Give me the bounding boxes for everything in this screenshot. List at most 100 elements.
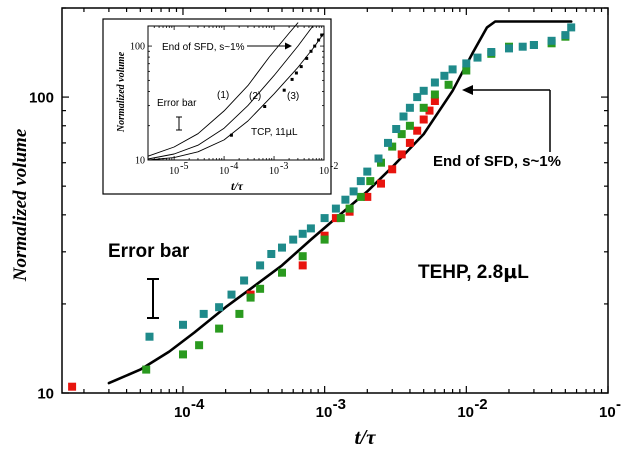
inset-plot-marks (147, 22, 325, 161)
inset-end-sfd-arrow (247, 42, 292, 50)
inset-series-0-line (147, 22, 299, 157)
main-x-tick-label: 10 (316, 404, 333, 421)
main-x-axis-label: t/τ (355, 425, 377, 449)
inset-x-tick-label: 10 (269, 166, 279, 177)
inset-series-1-line (147, 25, 314, 160)
inset-series-3-point (317, 38, 321, 42)
inset-series-3-point (299, 65, 303, 69)
main-series-3-point (430, 78, 439, 87)
main-series-2-point (298, 252, 307, 261)
main-series-2-point (419, 103, 428, 112)
main-series-3-point (419, 86, 428, 95)
inset-curve-label-3: (3) (287, 91, 299, 102)
main-series-3-point (306, 224, 315, 233)
main-series-2-point (345, 204, 354, 213)
main-x-tick-exponent: -1 (616, 396, 621, 413)
main-y-tick-label: 10 (37, 385, 54, 402)
inset-series-3-point (263, 105, 267, 108)
inset-curve-label-1: (1) (217, 90, 229, 101)
main-end-sfd-arrow (462, 85, 551, 152)
inset-series-3-point (320, 33, 324, 37)
main-error-bar (147, 278, 159, 319)
main-y-tick-labels: 10 100 (29, 89, 54, 402)
main-series-3-point (215, 303, 224, 312)
main-series-2-point (142, 365, 151, 374)
main-series-3-point (567, 23, 576, 32)
main-series-3-point (199, 309, 208, 318)
main-plot-frame (61, 7, 609, 394)
inset-x-axis-label: t/τ (231, 179, 244, 193)
main-series-3-point (399, 112, 408, 121)
inset-series-3-point (294, 71, 298, 75)
main-series-2-point (179, 350, 187, 359)
main-sample-label-mu: μ (503, 261, 517, 283)
main-series-3-point (505, 44, 513, 53)
main-series-1-point (405, 138, 414, 147)
inset-y-axis-label: Normalized volume (116, 51, 127, 133)
inset-y-tick-label: 10 (135, 156, 145, 167)
inset-background (102, 18, 332, 195)
main-sample-label-unit: L (517, 262, 529, 283)
main-axis-ticks (62, 7, 609, 394)
inset-x-tick-exponent: -5 (180, 161, 188, 172)
main-series-2-point (430, 90, 439, 99)
main-x-tick-label: 10 (457, 404, 474, 421)
inset-series-3-point (282, 88, 286, 92)
main-series-3-point (240, 276, 249, 285)
main-series-3-point (440, 71, 449, 80)
main-series-3-point (331, 204, 340, 213)
main-series-3-point (289, 235, 298, 244)
main-series-3-point (320, 214, 329, 223)
main-series-1-point (331, 214, 340, 223)
main-series-3-point (227, 290, 236, 299)
main-series-2-point (215, 324, 224, 333)
main-sample-label-prefix: TEHP, 2.8 (418, 262, 503, 283)
main-series-3-point (547, 36, 556, 45)
main-series-2-point (278, 268, 286, 277)
main-x-tick-label: 10 (599, 404, 616, 421)
inset-x-tick-label: 10 (319, 166, 329, 177)
inset-series-3-point (305, 56, 309, 60)
inset-x-tick-labels: 10 -5 10 -4 10 -3 10 -2 (169, 161, 338, 177)
main-series-3-point (179, 320, 187, 329)
main-series-2-point (195, 341, 204, 350)
main-series-1-point (363, 192, 372, 201)
main-series-1-point (419, 115, 428, 124)
main-series-3-point (392, 125, 401, 133)
main-series-3-point (267, 250, 276, 258)
inset-error-bar-label: Error bar (157, 98, 197, 109)
main-series-1-point (377, 179, 385, 188)
inset-x-tick-exponent: -3 (280, 161, 288, 172)
main-series-3-point (561, 31, 570, 40)
main-series-3-point (341, 195, 350, 204)
main-series-1-point (425, 106, 434, 115)
main-x-tick-exponent: -4 (191, 396, 205, 413)
inset-y-tick-labels: 10 100 (130, 42, 145, 167)
inset-curve-label-2: (2) (249, 91, 261, 102)
main-error-bar-label: Error bar (108, 241, 190, 262)
main-series-3-point (384, 138, 392, 147)
main-x-tick-exponent: -3 (333, 396, 346, 413)
main-series-2-point (366, 177, 375, 186)
main-series-3-point (413, 93, 422, 102)
main-plot-marks (68, 20, 576, 391)
inset-x-tick-label: 10 (169, 166, 179, 177)
inset-series-2-line (147, 32, 325, 161)
main-series-3-point (518, 42, 527, 51)
main-series-3-point (448, 65, 457, 74)
main-series-2-point (336, 214, 345, 223)
main-x-tick-exponent: -2 (474, 396, 487, 413)
main-series-3-point (529, 41, 538, 49)
main-sample-label: TEHP, 2.8μL (418, 261, 529, 283)
inset-sample-label: TCP, 11μL (251, 127, 298, 138)
inset-plot-frame (147, 25, 325, 161)
inset-error-bar (176, 116, 182, 131)
inset-x-tick-exponent: -2 (330, 161, 338, 172)
main-series-3-point (256, 261, 265, 270)
main-series-1-point (388, 165, 397, 174)
main-series-2-point (444, 80, 453, 89)
main-series-3-point (298, 229, 307, 238)
main-series-2-point (256, 284, 265, 293)
main-series-3-point (487, 48, 496, 56)
